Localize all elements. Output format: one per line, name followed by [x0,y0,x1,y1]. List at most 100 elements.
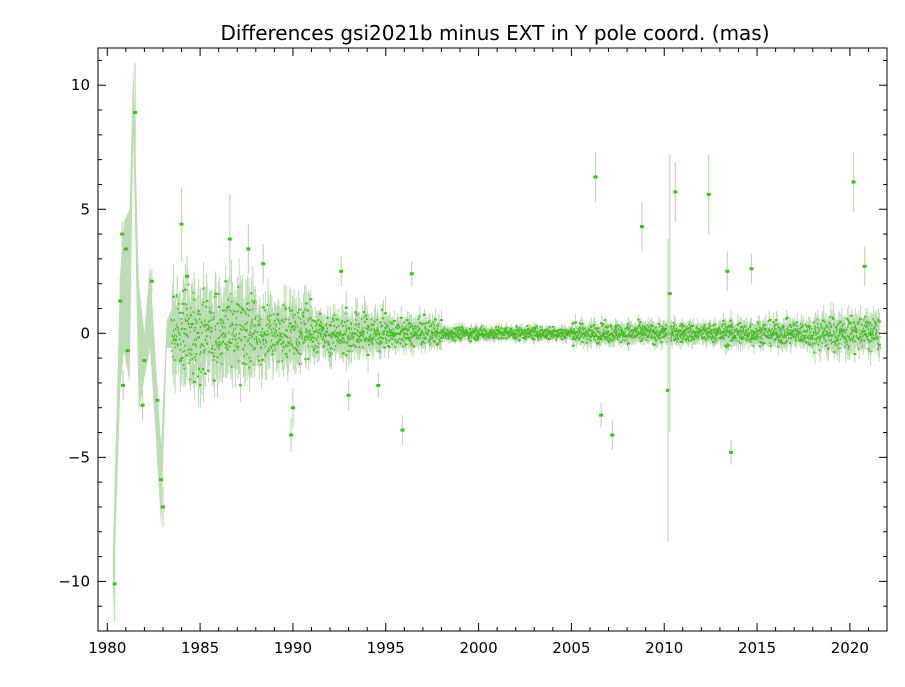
data-point [703,335,707,338]
data-point [302,341,306,344]
data-point [197,332,201,335]
data-point [689,334,693,337]
data-point [287,341,291,344]
data-point [330,347,334,350]
data-point [214,292,218,295]
data-point [581,322,585,325]
data-point [261,306,265,309]
data-point [395,326,399,329]
data-point [638,336,642,339]
data-point [428,320,432,323]
data-point [681,340,685,343]
data-point [216,322,220,325]
data-point [694,331,698,334]
data-point [318,312,322,315]
data-point [504,337,508,340]
data-point [637,318,641,321]
data-point [627,323,631,326]
data-point [212,355,216,358]
data-point [185,308,189,311]
data-point [448,335,452,338]
data-point [383,312,387,315]
data-point [459,337,463,340]
data-point [277,343,281,346]
data-point [422,322,426,325]
data-point [432,321,436,324]
data-point [493,330,497,333]
data-point [315,324,319,327]
data-point [261,358,265,361]
data-point [178,311,182,314]
data-point [233,310,237,313]
data-point [288,307,292,310]
data-point [606,326,610,329]
data-point [387,345,391,348]
data-point [243,355,247,358]
data-point [344,333,348,336]
data-point [589,339,593,342]
data-point [653,329,657,332]
data-point [277,360,281,363]
data-point [494,326,498,329]
data-point [680,323,684,326]
data-point [391,322,395,325]
data-point [573,337,577,340]
data-point [446,329,450,332]
data-point [409,340,413,343]
data-point [286,355,290,358]
data-point [596,327,600,330]
data-point [355,339,359,342]
data-point [439,319,443,322]
data-point [706,332,710,335]
data-point [350,345,354,348]
data-point [304,308,308,311]
data-point [253,348,257,351]
data-point [344,354,348,357]
data-point [354,311,358,314]
data-point [619,334,623,337]
data-point [477,337,481,340]
data-point [341,320,345,323]
data-point [284,334,288,337]
data-point [645,333,649,336]
data-point [242,309,246,312]
data-point [639,321,643,324]
data-point [392,319,396,322]
data-point [205,299,209,302]
data-point [590,326,594,329]
data-point [428,339,432,342]
data-point [596,334,600,337]
data-point [296,348,300,351]
data-point [289,309,293,312]
data-point [361,346,365,349]
data-point [429,325,433,328]
data-point [571,322,575,325]
data-point [513,329,517,332]
data-point [514,329,518,332]
data-point [670,325,674,328]
data-point [182,340,186,343]
data-point [282,341,286,344]
data-point [544,328,548,331]
data-point [335,318,339,321]
data-point [533,334,537,337]
data-point [176,344,180,347]
data-point [185,354,189,357]
data-point [244,344,248,347]
data-point [475,328,479,331]
data-point [257,359,261,362]
data-point [182,290,186,293]
data-point [309,317,313,320]
data-point [329,324,333,327]
data-point [186,283,190,286]
data-point [675,337,679,340]
data-point [653,343,657,346]
data-point [561,338,565,341]
data-point [291,309,295,312]
data-point [192,372,196,375]
data-point [190,353,194,356]
data-point [651,342,655,345]
data-point [410,322,414,325]
data-point [689,326,693,329]
data-point [615,326,619,329]
